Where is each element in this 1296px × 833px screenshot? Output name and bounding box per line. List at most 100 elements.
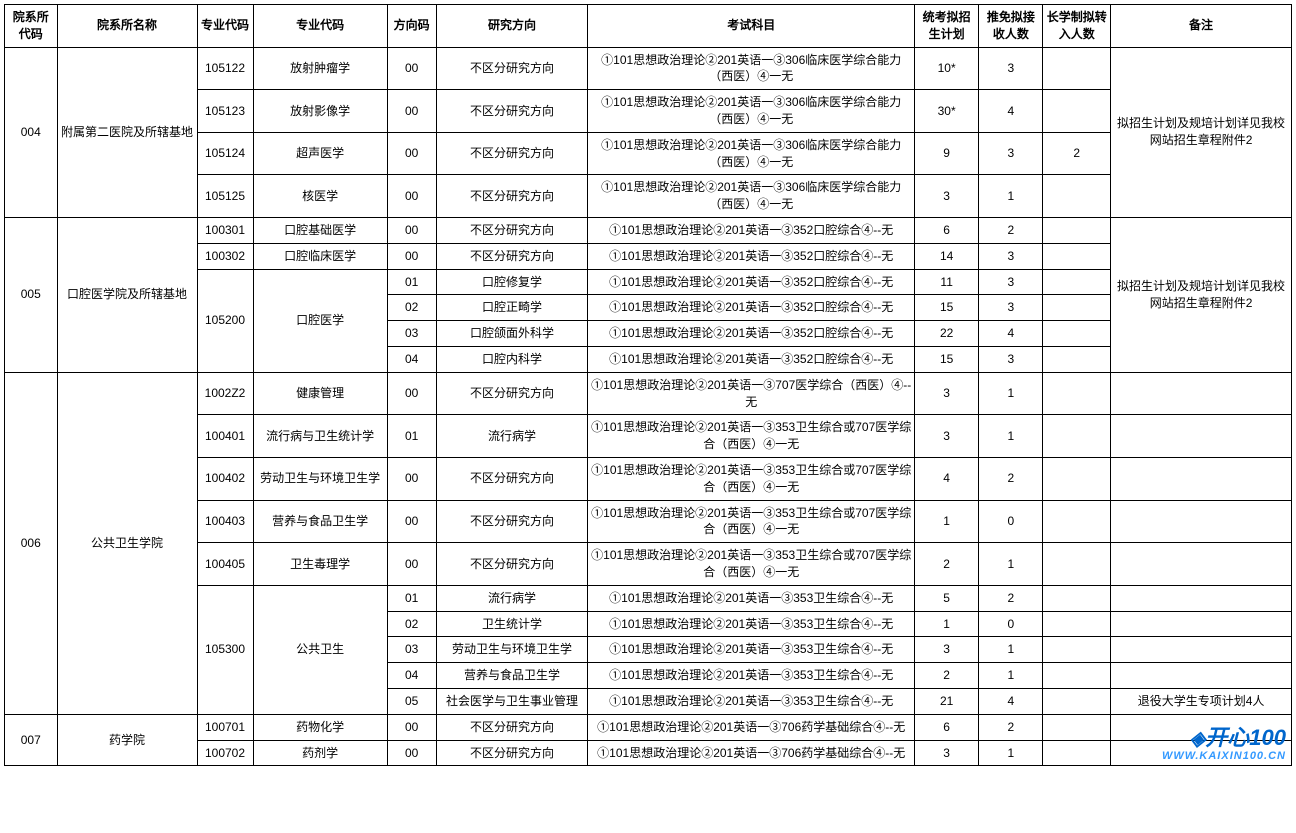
cell: ①101思想政治理论②201英语一③353卫生综合④--无 — [588, 585, 915, 611]
col-dir-name: 研究方向 — [436, 5, 588, 48]
cell — [1111, 457, 1292, 500]
cell: ①101思想政治理论②201英语一③353卫生综合④--无 — [588, 611, 915, 637]
cell: 1 — [979, 543, 1043, 586]
cell: 00 — [387, 457, 436, 500]
cell — [1043, 372, 1111, 415]
table-body: 004附属第二医院及所辖基地105122放射肿瘤学00不区分研究方向①101思想… — [5, 47, 1292, 766]
cell: 核医学 — [253, 175, 387, 218]
cell: ①101思想政治理论②201英语一③353卫生综合或707医学综合（西医）④一无 — [588, 500, 915, 543]
cell: ①101思想政治理论②201英语一③352口腔综合④--无 — [588, 346, 915, 372]
cell: 药学院 — [57, 714, 197, 766]
cell: 2 — [915, 543, 979, 586]
cell: 01 — [387, 585, 436, 611]
cell: 2 — [979, 585, 1043, 611]
col-major-name: 专业代码 — [253, 5, 387, 48]
cell: 2 — [979, 714, 1043, 740]
cell: 口腔内科学 — [436, 346, 588, 372]
cell: 100301 — [197, 217, 253, 243]
cell: ①101思想政治理论②201英语一③306临床医学综合能力（西医）④一无 — [588, 175, 915, 218]
cell: 03 — [387, 637, 436, 663]
cell: 3 — [915, 740, 979, 766]
col-long: 长学制拟转入人数 — [1043, 5, 1111, 48]
cell: 15 — [915, 295, 979, 321]
cell: 营养与食品卫生学 — [253, 500, 387, 543]
cell — [1043, 663, 1111, 689]
cell: 00 — [387, 543, 436, 586]
cell: 3 — [915, 637, 979, 663]
cell: 公共卫生学院 — [57, 372, 197, 714]
cell: 105122 — [197, 47, 253, 90]
cell: 5 — [915, 585, 979, 611]
cell: 3 — [979, 269, 1043, 295]
cell: 100701 — [197, 714, 253, 740]
cell: 公共卫生 — [253, 585, 387, 714]
cell: 2 — [915, 663, 979, 689]
cell: 3 — [915, 372, 979, 415]
cell: 卫生统计学 — [436, 611, 588, 637]
cell — [1043, 346, 1111, 372]
cell — [1111, 663, 1292, 689]
cell: 流行病学 — [436, 415, 588, 458]
cell: 21 — [915, 688, 979, 714]
cell: 00 — [387, 90, 436, 133]
cell — [1043, 611, 1111, 637]
cell: 2 — [1043, 132, 1111, 175]
cell: 3 — [979, 47, 1043, 90]
cell: 3 — [979, 346, 1043, 372]
cell: 1 — [979, 740, 1043, 766]
cell: 拟招生计划及规培计划详见我校网站招生章程附件2 — [1111, 217, 1292, 372]
cell — [1111, 611, 1292, 637]
cell: 卫生毒理学 — [253, 543, 387, 586]
cell: ①101思想政治理论②201英语一③352口腔综合④--无 — [588, 321, 915, 347]
cell: 不区分研究方向 — [436, 740, 588, 766]
cell — [1043, 243, 1111, 269]
cell: 口腔临床医学 — [253, 243, 387, 269]
cell: ①101思想政治理论②201英语一③353卫生综合④--无 — [588, 637, 915, 663]
table-row: 005口腔医学院及所辖基地100301口腔基础医学00不区分研究方向①101思想… — [5, 217, 1292, 243]
table-row: 105123放射影像学00不区分研究方向①101思想政治理论②201英语一③30… — [5, 90, 1292, 133]
cell: 1 — [979, 415, 1043, 458]
cell: 社会医学与卫生事业管理 — [436, 688, 588, 714]
cell: ①101思想政治理论②201英语一③306临床医学综合能力（西医）④一无 — [588, 90, 915, 133]
cell: 4 — [979, 321, 1043, 347]
cell — [1043, 688, 1111, 714]
cell — [1043, 457, 1111, 500]
cell — [1043, 500, 1111, 543]
cell: 007 — [5, 714, 58, 766]
cell — [1111, 543, 1292, 586]
cell: ①101思想政治理论②201英语一③352口腔综合④--无 — [588, 269, 915, 295]
cell: 健康管理 — [253, 372, 387, 415]
table-row: 105125核医学00不区分研究方向①101思想政治理论②201英语一③306临… — [5, 175, 1292, 218]
cell: 100405 — [197, 543, 253, 586]
cell: 10* — [915, 47, 979, 90]
cell: 04 — [387, 663, 436, 689]
cell: 药剂学 — [253, 740, 387, 766]
cell: 超声医学 — [253, 132, 387, 175]
cell: 流行病与卫生统计学 — [253, 415, 387, 458]
cell: 不区分研究方向 — [436, 543, 588, 586]
cell — [1111, 714, 1292, 740]
cell — [1043, 543, 1111, 586]
col-remark: 备注 — [1111, 5, 1292, 48]
cell: 不区分研究方向 — [436, 243, 588, 269]
cell: 不区分研究方向 — [436, 457, 588, 500]
table-row: 100403营养与食品卫生学00不区分研究方向①101思想政治理论②201英语一… — [5, 500, 1292, 543]
cell: ①101思想政治理论②201英语一③353卫生综合④--无 — [588, 663, 915, 689]
cell — [1111, 585, 1292, 611]
table-row: 105124超声医学00不区分研究方向①101思想政治理论②201英语一③306… — [5, 132, 1292, 175]
cell: 00 — [387, 714, 436, 740]
cell: 22 — [915, 321, 979, 347]
cell: 1 — [979, 637, 1043, 663]
cell: 3 — [979, 132, 1043, 175]
table-row: 105300公共卫生01流行病学①101思想政治理论②201英语一③353卫生综… — [5, 585, 1292, 611]
cell — [1043, 637, 1111, 663]
cell: 3 — [915, 415, 979, 458]
cell: 100702 — [197, 740, 253, 766]
cell: 6 — [915, 217, 979, 243]
cell: 不区分研究方向 — [436, 372, 588, 415]
cell: ①101思想政治理论②201英语一③306临床医学综合能力（西医）④一无 — [588, 47, 915, 90]
cell: 放射肿瘤学 — [253, 47, 387, 90]
cell: 口腔颌面外科学 — [436, 321, 588, 347]
cell — [1111, 637, 1292, 663]
cell: 00 — [387, 372, 436, 415]
